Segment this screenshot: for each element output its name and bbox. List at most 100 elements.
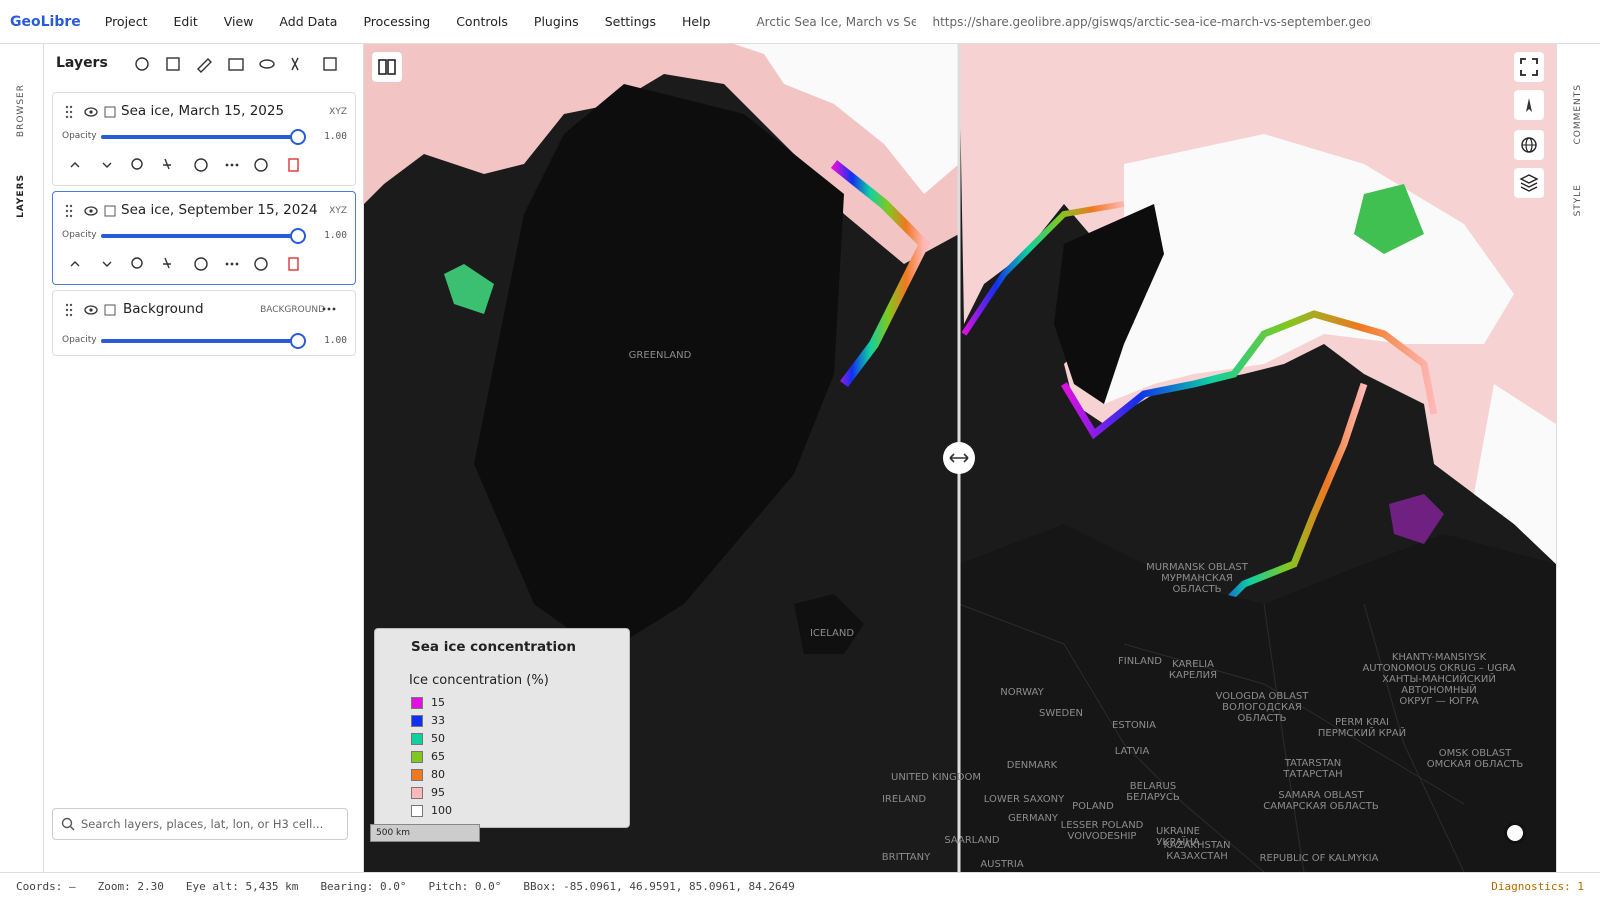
panel-title: Layers (56, 55, 108, 71)
panel-toolbar[interactable] (132, 54, 352, 74)
globe-button[interactable] (1514, 130, 1544, 160)
opacity-knob[interactable] (290, 333, 306, 349)
globe-icon (1521, 137, 1537, 153)
basemap-button[interactable] (1514, 168, 1544, 198)
map-label-line: OMSK OBLAST (1438, 748, 1512, 759)
scale-bar: 500 km (370, 824, 480, 842)
status-item: Zoom: 2.30 (97, 880, 164, 893)
map-label-line: POLAND (1072, 801, 1114, 812)
layer-kind: XYZ (329, 107, 347, 117)
map[interactable]: Sea ice concentration Ice concentration … (364, 44, 1556, 872)
layer-actions[interactable] (67, 254, 307, 274)
map-label-line: МУРМАНСКАЯ (1161, 573, 1233, 584)
map-label: NORWAY (1000, 687, 1043, 698)
opacity-value: 1.00 (324, 335, 347, 346)
rail-tab[interactable]: COMMENTS (1573, 84, 1583, 145)
map-canvas (364, 44, 1556, 872)
search-icon (61, 817, 75, 831)
legend-label: 95 (431, 786, 445, 799)
legend-title: Sea ice concentration (411, 639, 577, 655)
opacity-knob[interactable] (290, 228, 306, 244)
legend-label: 33 (431, 714, 445, 727)
status-item: Pitch: 0.0° (428, 880, 502, 893)
layer-controls[interactable] (61, 202, 117, 220)
layer-card[interactable]: Sea ice, September 15, 2024 XYZ Opacity 1.0… (52, 191, 356, 285)
map-label: ESTONIA (1112, 720, 1156, 731)
map-label: SAMARA OBLAST САМАРСКАЯ ОБЛАСТЬ (1263, 790, 1378, 812)
map-label-line: KHANTY-MANSIYSK (1391, 652, 1487, 663)
map-label: DENMARK (1007, 760, 1057, 771)
map-label: SAARLAND (944, 835, 999, 846)
compass-icon (1526, 98, 1532, 112)
info-button[interactable] (1504, 822, 1526, 844)
legend-label: 80 (431, 768, 445, 781)
right-rail: COMMENTS STYLE (1556, 44, 1600, 872)
menu-item[interactable]: Project (104, 14, 148, 29)
layer-controls[interactable] (61, 103, 117, 121)
opacity-track (101, 339, 297, 343)
layer-card[interactable]: Background BACKGROUND Opacity 1.00 (52, 290, 356, 356)
diagnostics[interactable]: Diagnostics: 1 (1491, 880, 1584, 893)
map-label-line: VOIVODESHIP (1067, 831, 1137, 842)
map-label: KAZAKHSTAN КАЗАХСТАН (1164, 840, 1231, 862)
compass-button[interactable] (1514, 90, 1544, 120)
map-label: GERMANY (1008, 813, 1058, 824)
map-label-line: ESTONIA (1112, 720, 1156, 731)
rail-tab[interactable]: STYLE (1573, 184, 1583, 217)
layer-controls[interactable] (61, 301, 117, 319)
opacity-knob[interactable] (290, 129, 306, 145)
menu-item[interactable]: View (223, 14, 254, 29)
menu-item[interactable]: Processing (363, 14, 431, 29)
map-label: UKRAINE УКРАЇНА (1156, 826, 1200, 848)
search-placeholder: Search layers, places, lat, lon, or H3 c… (81, 817, 324, 831)
legend-swatch (411, 769, 423, 781)
map-label-line: BRITTANY (881, 852, 931, 863)
layer-menu[interactable] (321, 305, 337, 313)
menu-item[interactable]: Add Data (279, 14, 338, 29)
search-box[interactable]: Search layers, places, lat, lon, or H3 c… (52, 808, 348, 840)
left-rail: BROWSER LAYERS (0, 44, 44, 872)
map-label-line: ОБЛАСТЬ (1237, 713, 1287, 724)
compare-icon (378, 59, 396, 75)
map-label: ICELAND (810, 628, 854, 639)
layers-panel: Layers Search layers, places, lat, lon, … (44, 44, 364, 872)
opacity-value: 1.00 (324, 230, 347, 241)
map-label: KARELIA КАРЕЛИЯ (1169, 659, 1217, 681)
layer-kind: XYZ (329, 206, 347, 216)
legend-label: 100 (431, 804, 452, 817)
legend-swatch (411, 751, 423, 763)
map-label-line: БЕЛАРУСЬ (1126, 792, 1180, 803)
map-label-line: MURMANSK OBLAST (1146, 562, 1248, 573)
map-label-line: LOWER SAXONY (983, 794, 1065, 805)
menu-item[interactable]: Edit (173, 14, 198, 29)
menu-item[interactable]: Plugins (533, 14, 579, 29)
layer-name: Sea ice, September 15, 2024 (121, 202, 318, 218)
legend-swatch (411, 715, 423, 727)
compare-toggle[interactable] (372, 52, 402, 82)
layer-actions[interactable] (67, 155, 307, 175)
layer-name: Background (123, 301, 204, 317)
menu-item[interactable]: Settings (604, 14, 656, 29)
brand[interactable]: GeoLibre (10, 13, 81, 30)
map-label-line: DENMARK (1006, 760, 1058, 771)
rail-tab[interactable]: BROWSER (16, 84, 26, 138)
map-label-line: TATARSTAN (1284, 758, 1342, 769)
map-label-line: ICELAND (809, 628, 855, 639)
share-url: https://share.geolibre.app/giswqs/arctic… (932, 14, 1373, 29)
legend-swatch (411, 787, 423, 799)
menu-item[interactable]: Controls (456, 14, 508, 29)
map-label: BRITTANY (882, 852, 930, 863)
layer-card[interactable]: Sea ice, March 15, 2025 XYZ Opacity 1.00 (52, 92, 356, 186)
rail-tab[interactable]: LAYERS (16, 174, 26, 218)
fullscreen-button[interactable] (1514, 52, 1544, 82)
legend-swatch (411, 697, 423, 709)
map-label-line: IRELAND (881, 794, 927, 805)
map-label-line: SAMARA OBLAST (1278, 790, 1364, 801)
map-label: OMSK OBLAST ОМСКАЯ ОБЛАСТЬ (1427, 748, 1524, 770)
opacity-label: Opacity (62, 230, 97, 240)
legend-label: 50 (431, 732, 445, 745)
status-item: Coords: — (16, 880, 76, 893)
map-label-line: КАРЕЛИЯ (1168, 670, 1218, 681)
menu-item[interactable]: Help (681, 14, 711, 29)
